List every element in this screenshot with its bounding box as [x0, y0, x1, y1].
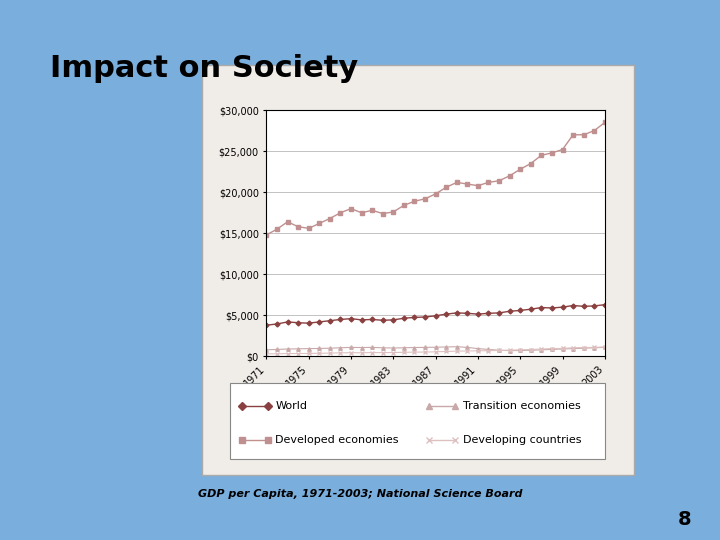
Text: World: World [275, 401, 307, 411]
Text: Transition economies: Transition economies [462, 401, 580, 411]
Text: 8: 8 [678, 510, 691, 529]
Text: Developing countries: Developing countries [462, 435, 581, 445]
Text: GDP per Capita, 1971-2003; National Science Board: GDP per Capita, 1971-2003; National Scie… [198, 489, 522, 499]
Text: Impact on Society: Impact on Society [50, 54, 359, 83]
Text: Developed economies: Developed economies [275, 435, 399, 445]
